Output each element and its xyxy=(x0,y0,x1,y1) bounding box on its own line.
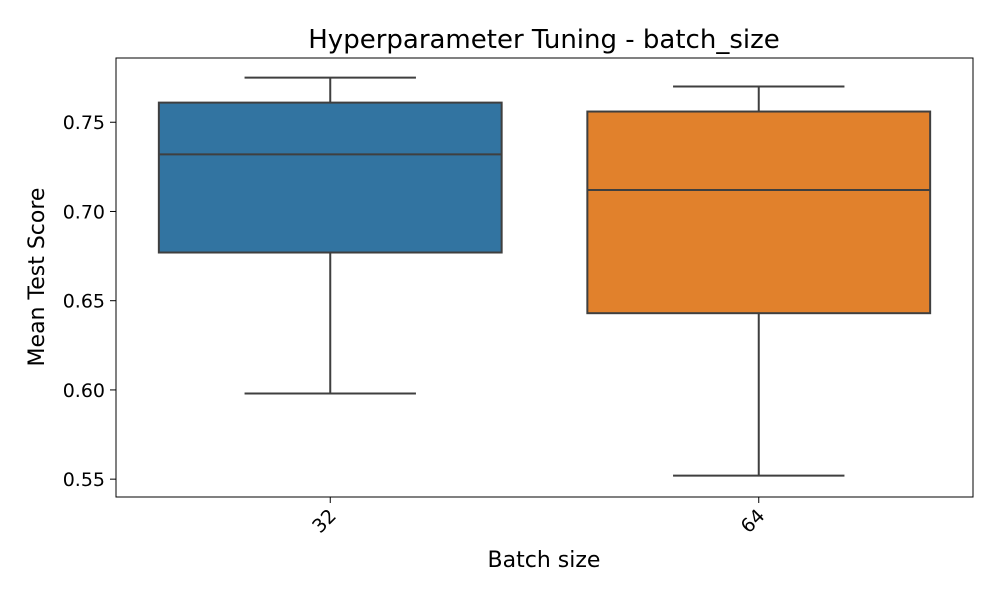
box-32 xyxy=(157,76,503,395)
y-tick-label: 0.65 xyxy=(63,291,105,313)
iqr-box xyxy=(157,101,503,254)
y-axis: 0.55 0.60 0.65 0.70 0.75 xyxy=(63,112,116,491)
y-axis-label: Mean Test Score xyxy=(25,188,50,367)
y-tick-label: 0.75 xyxy=(63,112,105,134)
x-tick-label: 64 xyxy=(737,505,770,538)
y-tick-label: 0.60 xyxy=(63,380,105,402)
plot-area xyxy=(157,76,932,477)
box-64 xyxy=(586,85,932,477)
y-tick-label: 0.55 xyxy=(63,469,105,491)
x-axis: 32 64 xyxy=(308,497,769,538)
x-tick-label: 32 xyxy=(308,505,341,538)
y-tick-label: 0.70 xyxy=(63,201,105,223)
chart-title: Hyperparameter Tuning - batch_size xyxy=(308,25,779,55)
plot-frame xyxy=(115,57,974,498)
iqr-box xyxy=(586,110,932,315)
x-axis-label: Batch size xyxy=(488,548,601,573)
